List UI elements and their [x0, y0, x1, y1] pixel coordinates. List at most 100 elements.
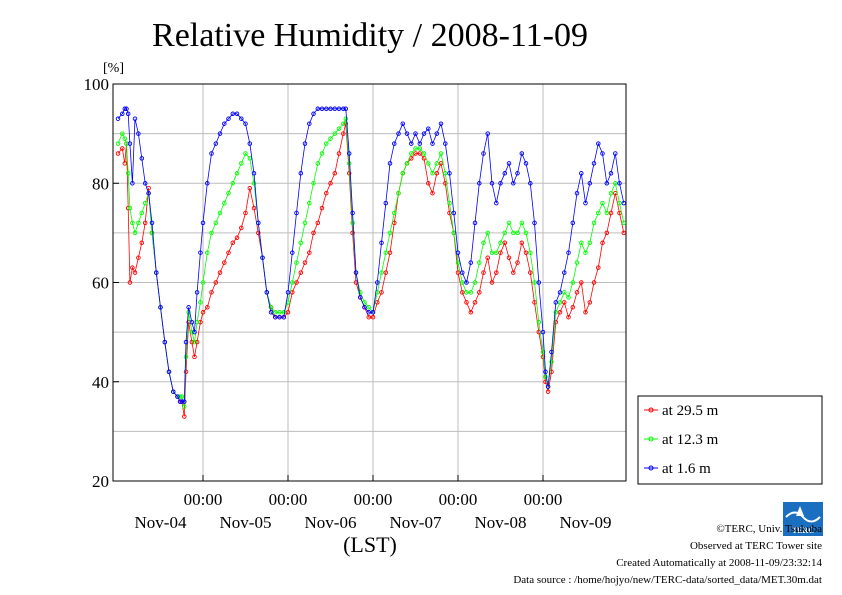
data-point	[226, 250, 231, 255]
data-point	[383, 250, 389, 255]
data-point	[430, 141, 435, 146]
data-point	[600, 200, 605, 206]
data-point	[311, 230, 316, 236]
data-point	[557, 310, 563, 315]
legend-label: at 29.5 m	[662, 403, 719, 419]
data-point	[600, 151, 605, 156]
data-point	[346, 161, 352, 166]
data-point	[136, 255, 141, 260]
data-point	[120, 146, 125, 151]
data-point	[319, 151, 325, 156]
data-point	[315, 106, 321, 112]
data-point	[587, 240, 593, 246]
y-tick-label: 80	[92, 174, 109, 193]
data-point	[387, 161, 393, 166]
data-point	[481, 270, 486, 275]
data-point	[583, 250, 588, 255]
data-point	[285, 290, 291, 295]
data-point	[336, 126, 342, 131]
y-tick-label: 40	[92, 373, 109, 392]
data-point	[226, 190, 231, 196]
data-point	[557, 290, 563, 295]
data-point	[579, 280, 584, 285]
data-point	[243, 151, 248, 156]
data-point	[443, 141, 448, 146]
legend: at 29.5 m at 12.3 m at 1.6 m	[637, 395, 823, 485]
data-point	[183, 339, 189, 345]
data-point	[192, 339, 197, 345]
data-point	[336, 151, 342, 156]
data-point	[328, 136, 333, 141]
data-point	[383, 270, 389, 275]
legend-swatch-marker	[648, 465, 654, 471]
data-point	[545, 389, 551, 394]
data-point	[177, 394, 183, 399]
data-point	[350, 220, 355, 226]
credit-created: Created Automatically at 2008-11-09/23:3…	[616, 557, 822, 569]
data-point	[115, 141, 121, 146]
data-point	[182, 404, 187, 409]
data-point	[396, 190, 401, 196]
data-point	[189, 339, 195, 345]
data-point	[247, 141, 253, 146]
data-point	[205, 250, 210, 255]
data-point	[362, 305, 367, 310]
data-point	[175, 394, 180, 399]
data-point	[515, 260, 520, 265]
data-point	[426, 126, 431, 131]
data-point	[511, 270, 516, 275]
data-point	[273, 314, 278, 320]
data-point	[543, 374, 548, 380]
data-point	[477, 290, 482, 295]
data-point	[489, 280, 495, 285]
data-point	[307, 200, 312, 206]
data-point	[142, 220, 148, 226]
data-point	[468, 260, 474, 265]
data-point	[142, 181, 148, 186]
data-point	[570, 280, 576, 285]
data-point	[421, 151, 427, 156]
data-point	[311, 181, 316, 186]
x-tick-date: Nov-09	[560, 513, 612, 532]
data-point	[464, 290, 469, 295]
data-point	[438, 151, 444, 156]
data-point	[506, 255, 512, 260]
data-point	[447, 171, 452, 176]
data-point	[319, 106, 325, 112]
data-point	[417, 146, 423, 151]
data-point	[536, 329, 542, 335]
data-point	[247, 185, 253, 191]
data-point	[234, 111, 240, 117]
data-point	[251, 171, 257, 176]
data-point	[222, 121, 227, 126]
data-point	[149, 230, 155, 236]
x-tick-time: 00:00	[354, 490, 393, 509]
data-point	[426, 181, 431, 186]
data-point	[489, 250, 495, 255]
data-point	[332, 106, 338, 112]
data-point	[256, 230, 261, 236]
x-axis-ticks: 00:00 00:00 00:00 00:00 00:00 Nov-04 Nov-05 Nov…	[135, 475, 612, 532]
series-at-1-6-m	[115, 106, 627, 404]
data-point	[591, 220, 597, 226]
data-point	[591, 280, 597, 285]
x-tick-time: 00:00	[439, 490, 478, 509]
series-line	[117, 117, 625, 407]
series-layer	[115, 106, 627, 419]
data-point	[498, 240, 503, 246]
data-point	[285, 310, 291, 315]
data-point	[234, 235, 240, 241]
data-point	[328, 106, 333, 112]
data-point	[115, 151, 121, 156]
data-point	[604, 181, 610, 186]
data-point	[494, 270, 499, 275]
data-point	[251, 181, 257, 186]
data-point	[166, 369, 172, 375]
data-point	[494, 250, 499, 255]
data-point	[324, 190, 329, 196]
legend-swatch-marker	[648, 436, 654, 442]
data-point	[472, 300, 478, 305]
data-point	[528, 250, 533, 255]
data-point	[549, 349, 554, 355]
